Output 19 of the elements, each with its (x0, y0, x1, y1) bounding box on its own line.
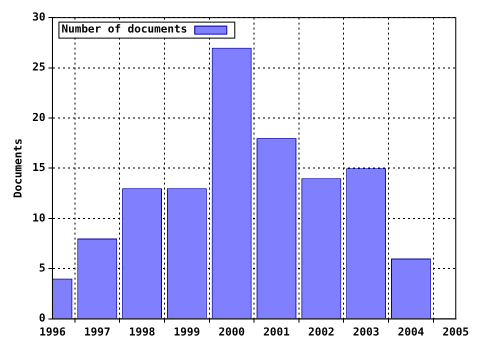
x-tick-label: 1997 (84, 325, 111, 338)
x-tick-label: 2002 (308, 325, 335, 338)
x-tick-label: 1999 (174, 325, 200, 338)
x-tick-label: 2001 (263, 325, 290, 338)
y-tick-label: 30 (32, 10, 46, 24)
x-tick-label: 2005 (442, 325, 470, 338)
y-tick-label: 0 (38, 312, 46, 325)
x-tick-label: 2004 (398, 325, 425, 338)
y-tick-label: 10 (32, 211, 46, 224)
x-tick-label: 1996 (39, 325, 66, 338)
y-tick-label: 5 (38, 261, 46, 274)
y-tick-label: 20 (32, 110, 46, 124)
y-tick-label: 15 (32, 161, 46, 174)
y-tick-label: 25 (32, 60, 46, 74)
x-tick-label: 1998 (128, 325, 156, 338)
y-axis-title: Documents (11, 138, 24, 198)
x-tick-label: 2003 (352, 325, 380, 338)
x-tick-label: 2000 (218, 325, 245, 338)
legend-label: Number of documents (61, 22, 188, 36)
